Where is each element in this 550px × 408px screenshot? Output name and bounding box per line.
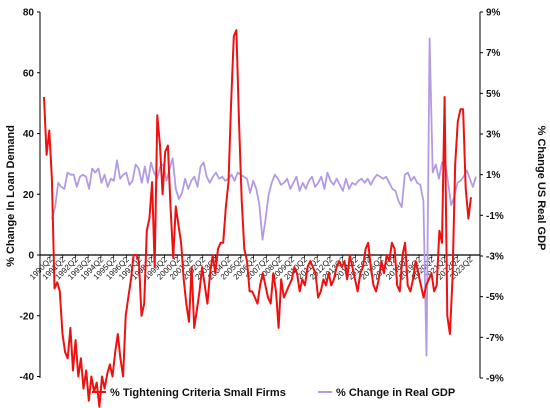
- left-tick-label: -20: [20, 311, 35, 322]
- right-tick-label: -3%: [486, 252, 504, 263]
- right-tick-label: -1%: [486, 211, 504, 222]
- left-axis-title: % Change In Loan Demand: [5, 125, 17, 267]
- left-axis-ticks: -40 -20 0 20 40 60 80: [20, 8, 40, 383]
- right-tick-label: 1%: [486, 170, 501, 181]
- series-line-tightening: [43, 29, 472, 408]
- legend-label-tightening: % Tightening Criteria Small Firms: [110, 387, 286, 399]
- right-tick-label: -9%: [486, 374, 504, 385]
- right-tick-label: 3%: [486, 130, 501, 141]
- left-tick-label: 0: [28, 251, 34, 262]
- right-tick-label: 7%: [486, 48, 501, 59]
- right-tick-label: -7%: [486, 333, 504, 344]
- left-tick-label: -40: [20, 372, 35, 383]
- left-tick-label: 40: [23, 129, 35, 140]
- left-tick-label: 20: [23, 190, 35, 201]
- legend-label-gdp: % Change in Real GDP: [336, 387, 455, 399]
- series-group: [43, 29, 477, 408]
- series-line-gdp: [51, 37, 477, 357]
- left-tick-label: 60: [23, 68, 35, 79]
- right-tick-label: -5%: [486, 292, 504, 303]
- right-tick-label: 5%: [486, 89, 501, 100]
- left-tick-label: 80: [23, 8, 35, 19]
- right-tick-label: 9%: [486, 8, 501, 19]
- legend: % Tightening Criteria Small Firms % Chan…: [92, 387, 455, 399]
- right-axis-ticks: -9% -7% -5% -3% -1% 1% 3% 5% 7% 9%: [480, 8, 504, 385]
- right-axis-title: % Change US Real GDP: [535, 126, 547, 251]
